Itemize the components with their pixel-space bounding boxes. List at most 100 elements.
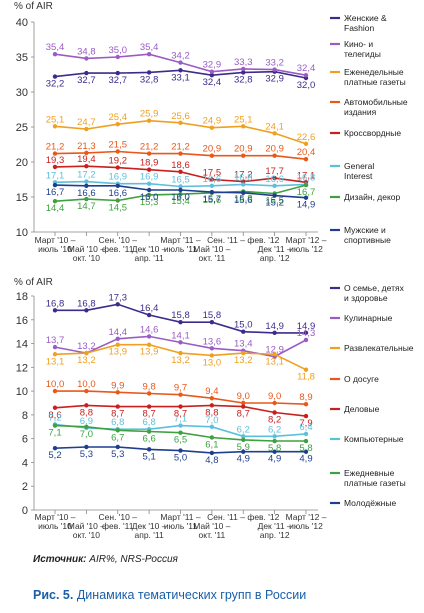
legend-label: Кулинарные <box>344 313 393 323</box>
data-point <box>84 196 89 202</box>
data-label: 16,9 <box>109 172 128 183</box>
data-point <box>146 167 152 172</box>
legend-label: Fashion <box>344 23 375 33</box>
x-tick-label: Дек '11 – <box>258 244 292 254</box>
data-label: 6,7 <box>111 432 124 443</box>
data-point <box>178 60 183 65</box>
data-label: 16,8 <box>46 298 65 309</box>
data-label: 12,9 <box>265 345 284 356</box>
data-label: 15,6 <box>234 195 253 206</box>
data-label: 24,7 <box>77 117 96 128</box>
data-point <box>303 449 309 454</box>
data-point <box>84 179 89 184</box>
y-tick-label: 35 <box>16 52 28 64</box>
data-point <box>115 70 120 76</box>
data-point <box>52 445 58 451</box>
data-label: 25,4 <box>109 112 128 123</box>
data-point <box>209 125 215 130</box>
data-label: 6,1 <box>205 439 218 450</box>
data-label: 33,1 <box>171 72 190 83</box>
data-point <box>115 444 120 450</box>
data-point <box>115 404 120 409</box>
data-point <box>178 151 183 156</box>
x-tick-label: окт. '10 <box>73 253 101 263</box>
y-tick-label: 6 <box>22 434 28 446</box>
data-label: 5,1 <box>143 451 156 462</box>
data-point <box>146 52 152 57</box>
figure-caption: Рис. 5. Динамика тематических групп в Ро… <box>33 588 306 602</box>
data-label: 32,2 <box>46 79 65 90</box>
y-tick-label: 10 <box>16 386 28 398</box>
data-label: 17,1 <box>297 170 316 181</box>
data-point <box>241 329 246 334</box>
data-point <box>84 126 89 132</box>
data-label: 5,0 <box>174 453 187 464</box>
data-point <box>52 344 58 350</box>
data-label: 32,7 <box>109 75 128 86</box>
data-point <box>209 403 215 408</box>
legend-label: платные газеты <box>344 77 406 87</box>
data-label: 21,2 <box>140 142 159 153</box>
data-point <box>303 330 309 336</box>
data-point <box>303 438 309 444</box>
data-point <box>272 400 277 406</box>
data-point <box>241 182 246 187</box>
x-tick-label: июль '12 <box>289 521 323 531</box>
x-tick-label: Дек '10 – <box>132 521 167 531</box>
data-label: 19,3 <box>46 155 65 166</box>
data-point <box>146 391 152 396</box>
x-tick-label: фев. '11 <box>102 244 134 254</box>
data-label: 25,9 <box>140 109 159 120</box>
data-label: 25,6 <box>171 111 190 122</box>
x-tick-label: Март '11 – <box>160 235 201 245</box>
data-point <box>303 337 309 343</box>
data-point <box>146 70 152 75</box>
data-label: 8,7 <box>237 409 250 420</box>
x-tick-label: июль '12 <box>289 244 323 254</box>
x-tick-label: Май '10 – <box>68 244 105 254</box>
data-point <box>303 431 309 437</box>
legend-label: О семье, детях <box>344 283 405 293</box>
data-point <box>115 198 120 203</box>
data-point <box>303 367 309 372</box>
data-label: 4,9 <box>237 454 250 465</box>
data-label: 6,5 <box>174 435 187 446</box>
data-point <box>272 175 277 181</box>
y-tick-label: 16 <box>16 315 28 327</box>
data-point <box>146 181 152 186</box>
data-label: 32,4 <box>297 63 316 74</box>
data-point <box>84 350 89 356</box>
data-point <box>52 388 58 394</box>
data-label: 13,2 <box>234 355 253 366</box>
chart-1: % of AIR 10 15 20 25 30 35 40 Март '10 –июль '10… <box>14 1 408 263</box>
x-tick-label: Март '12 – <box>286 512 327 522</box>
data-label: 16,0 <box>171 192 190 203</box>
data-label: 5,3 <box>80 449 93 460</box>
data-label: 15,7 <box>203 194 222 205</box>
data-point <box>209 450 215 456</box>
y-tick-label: 2 <box>22 481 28 493</box>
data-point <box>178 184 183 189</box>
y-tick-label: 8 <box>22 410 28 422</box>
data-label: 16,7 <box>46 187 65 198</box>
data-label: 9,8 <box>143 381 156 392</box>
x-tick-label: июль '10 <box>38 244 72 254</box>
data-label: 13,0 <box>203 357 222 368</box>
data-label: 17,7 <box>265 166 284 177</box>
legend-label: О досуге <box>344 374 379 384</box>
data-label: 4,9 <box>299 454 312 465</box>
legend-label: Дизайн, декор <box>344 192 401 202</box>
legend-label: General <box>344 161 374 171</box>
data-point <box>241 350 246 356</box>
data-label: 6,2 <box>237 424 250 435</box>
data-label: 32,9 <box>265 74 284 85</box>
data-point <box>272 67 277 72</box>
data-label: 14,3 <box>297 328 316 339</box>
legend-label: Еженедельные <box>344 67 404 77</box>
legend-label: Кроссвордные <box>344 128 401 138</box>
data-label: 6,6 <box>143 434 156 445</box>
data-point <box>303 195 309 200</box>
data-label: 13,9 <box>109 347 128 358</box>
data-label: 32,8 <box>140 74 159 85</box>
x-tick-label: окт. '11 <box>199 530 226 540</box>
